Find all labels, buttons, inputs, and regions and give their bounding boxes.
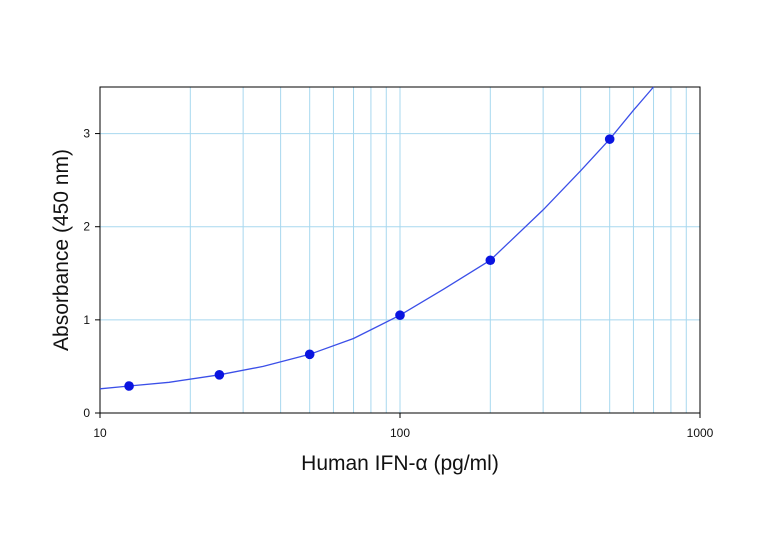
data-point [124, 381, 134, 391]
data-point [604, 134, 615, 144]
x-tick-label: 100 [390, 426, 410, 440]
y-tick-label: 1 [83, 313, 90, 327]
y-axis-label: Absorbance (450 nm) [50, 149, 73, 351]
fit-curve-group [99, 86, 654, 390]
data-points [124, 134, 615, 391]
y-tick-label: 2 [83, 220, 90, 234]
data-point [395, 310, 405, 321]
y-tick-label: 3 [83, 127, 90, 141]
x-tick-label: 1000 [687, 426, 714, 440]
x-tick-label: 10 [93, 426, 107, 440]
axis-ticks: 10 100 1000 0 1 2 3 [83, 127, 713, 440]
fit-curve [99, 86, 654, 390]
y-tick-label: 0 [83, 406, 90, 420]
data-point [214, 370, 225, 380]
data-point [304, 349, 315, 360]
x-axis-label: Human IFN-α (pg/ml) [301, 452, 499, 475]
data-point [485, 255, 496, 266]
